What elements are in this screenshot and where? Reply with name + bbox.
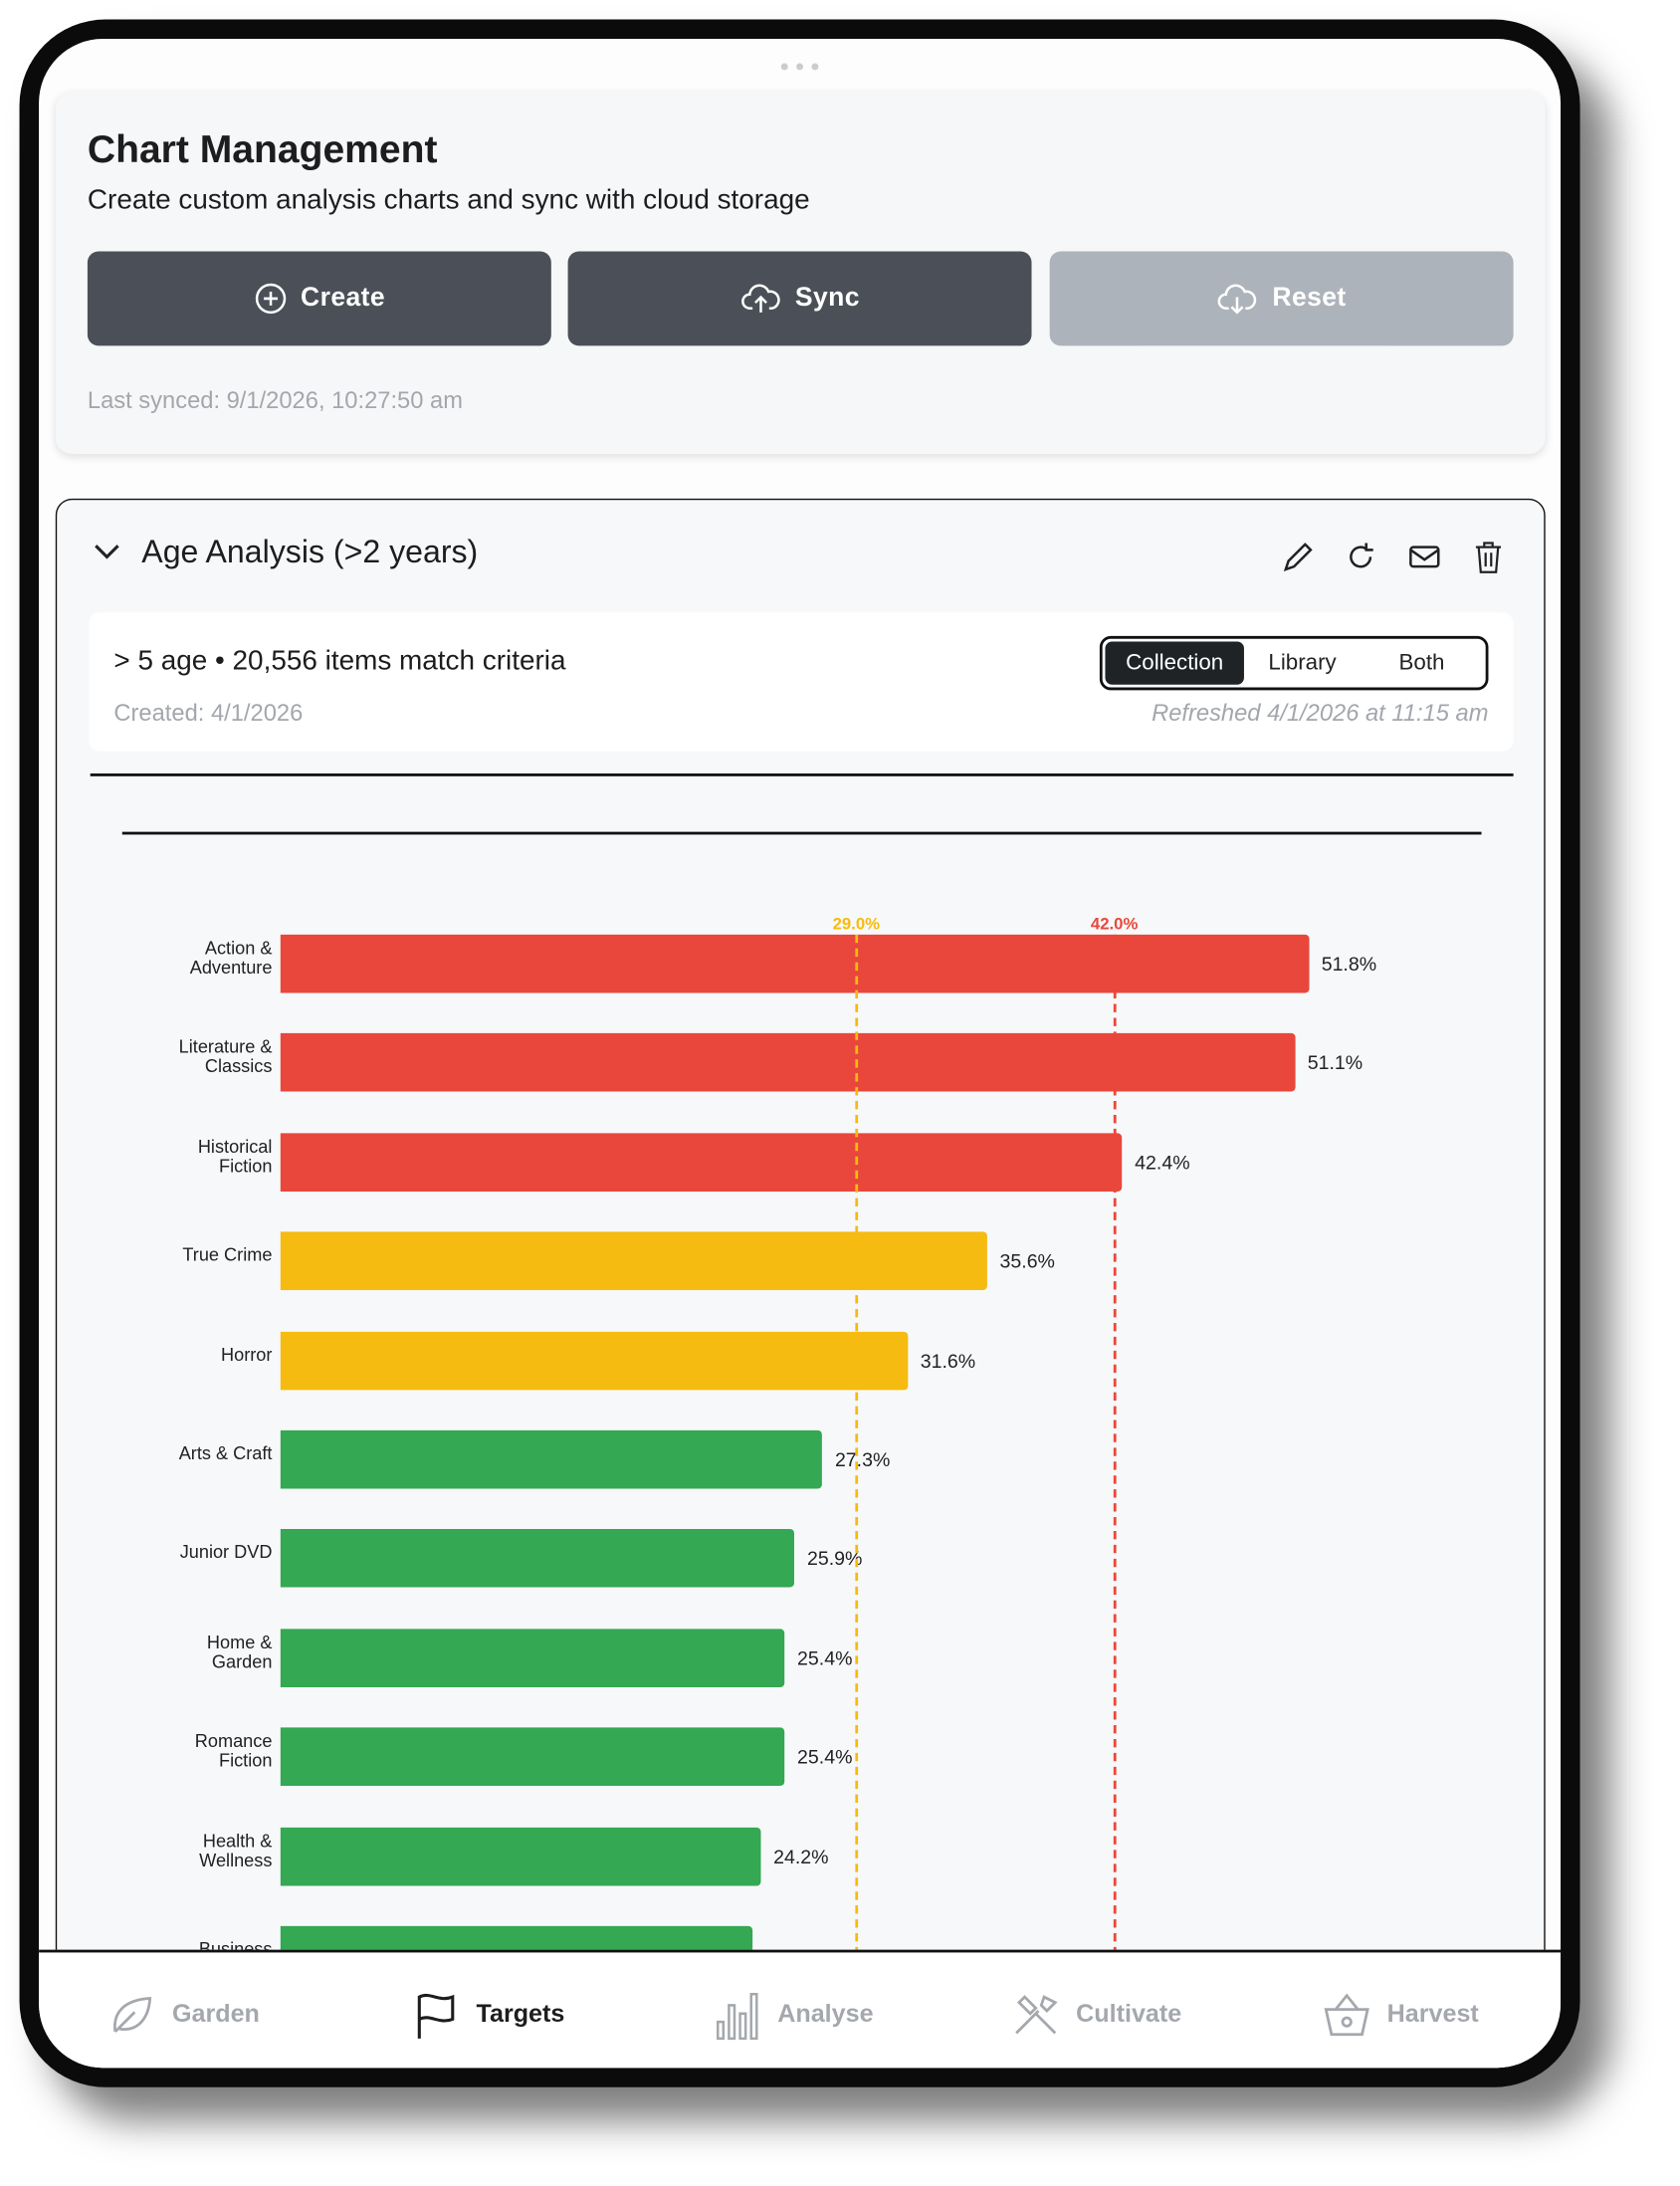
garden-icon	[113, 1996, 152, 2033]
harvest-icon	[1324, 1993, 1369, 2037]
value-label: 25.4%	[797, 1646, 853, 1669]
cultivate-icon	[1015, 1995, 1058, 2035]
threshold-label: 29.0%	[832, 913, 881, 934]
value-label: 24.2%	[773, 1845, 829, 1867]
targets-icon	[417, 1993, 455, 2039]
nav-label[interactable]: Harvest	[1386, 1999, 1479, 2028]
button-label: Sync	[794, 283, 860, 313]
edit-icon[interactable]	[1282, 541, 1315, 573]
category-label: Literature & Classics	[178, 1036, 273, 1077]
reset-button[interactable]: Reset	[1049, 251, 1514, 346]
create-button[interactable]: Create	[87, 251, 551, 346]
delete-icon[interactable]	[1472, 539, 1505, 574]
divider	[90, 773, 1514, 776]
nav-label[interactable]: Garden	[171, 1999, 260, 2028]
toggle-option[interactable]: Both	[1398, 651, 1445, 675]
value-label: 51.1%	[1307, 1051, 1364, 1074]
nav-label[interactable]: Cultivate	[1076, 1999, 1182, 2028]
collapse-chevron[interactable]	[93, 542, 120, 561]
card-subtitle: Create custom analysis charts and sync w…	[87, 184, 810, 216]
bottom-nav: Garden Targets Analyse Cultivate Harvest	[39, 1949, 1562, 2069]
refreshed-date: Refreshed 4/1/2026 at 11:15 am	[1152, 700, 1489, 727]
value-label: 25.4%	[797, 1745, 853, 1769]
panel-title: Age Analysis (>2 years)	[141, 533, 479, 569]
category-label: Health & Wellness	[199, 1830, 273, 1870]
toggle-option[interactable]: Library	[1268, 651, 1337, 675]
button-label: Create	[301, 283, 386, 313]
info-box: > 5 age • 20,556 items match criteria Cr…	[89, 612, 1514, 752]
category-label: Junior DVD	[179, 1542, 273, 1563]
value-label: 25.9%	[807, 1547, 863, 1570]
category-label: Horror	[221, 1343, 273, 1365]
plus-icon	[255, 283, 286, 315]
sync-button[interactable]: Sync	[567, 251, 1032, 346]
divider	[121, 831, 1482, 834]
handle-dots	[780, 63, 819, 71]
analyse-icon	[716, 1993, 758, 2041]
bar	[280, 1629, 785, 1687]
refresh-icon[interactable]	[1346, 541, 1378, 573]
value-label: 42.4%	[1135, 1151, 1190, 1174]
last-synced: Last synced: 9/1/2026, 10:27:50 am	[87, 387, 463, 414]
category-label: Arts & Craft	[178, 1442, 273, 1464]
threshold-line	[1113, 934, 1117, 2026]
created-date: Created: 4/1/2026	[113, 700, 304, 727]
card-title: Chart Management	[87, 127, 438, 171]
bar	[280, 1133, 1123, 1192]
mail-icon[interactable]	[1408, 541, 1441, 573]
bar	[280, 1827, 761, 1885]
threshold-label: 42.0%	[1090, 913, 1139, 934]
analysis-card: Age Analysis (>2 years) > 5 age • 20,556…	[55, 498, 1546, 2069]
bar	[280, 934, 1310, 993]
bar-chart: Action & Adventure 51.8% Literature & Clas…	[57, 903, 1544, 2068]
value-label: 35.6%	[999, 1249, 1055, 1273]
bar	[280, 1429, 823, 1489]
screen: Chart Management Create custom analysis …	[39, 39, 1562, 2069]
category-label: Action & Adventure	[189, 937, 273, 979]
bar	[280, 1331, 909, 1390]
bar	[280, 1727, 785, 1787]
nav-label[interactable]: Analyse	[777, 1999, 874, 2028]
category-label: True Crime	[182, 1244, 273, 1266]
threshold-line	[854, 934, 858, 2026]
value-label: 31.6%	[920, 1349, 976, 1372]
source-toggle: Collection Library Both	[1099, 635, 1489, 691]
category-label: Historical Fiction	[197, 1135, 273, 1177]
handle	[779, 53, 821, 71]
upload-icon	[740, 284, 780, 313]
value-label: 51.8%	[1321, 952, 1377, 976]
bar	[280, 1033, 1296, 1093]
category-label: Home & Garden	[206, 1631, 273, 1672]
bar	[280, 1529, 795, 1589]
bar	[280, 1231, 987, 1291]
download-icon	[1218, 284, 1257, 315]
nav-label[interactable]: Targets	[476, 1999, 565, 2028]
button-label: Reset	[1272, 283, 1347, 313]
criteria: > 5 age • 20,556 items match criteria	[113, 645, 566, 677]
toggle-option[interactable]: Collection	[1105, 641, 1244, 685]
value-label: 27.3%	[834, 1448, 891, 1471]
management-card: Chart Management Create custom analysis …	[55, 92, 1546, 455]
category-label: Romance Fiction	[194, 1730, 273, 1771]
